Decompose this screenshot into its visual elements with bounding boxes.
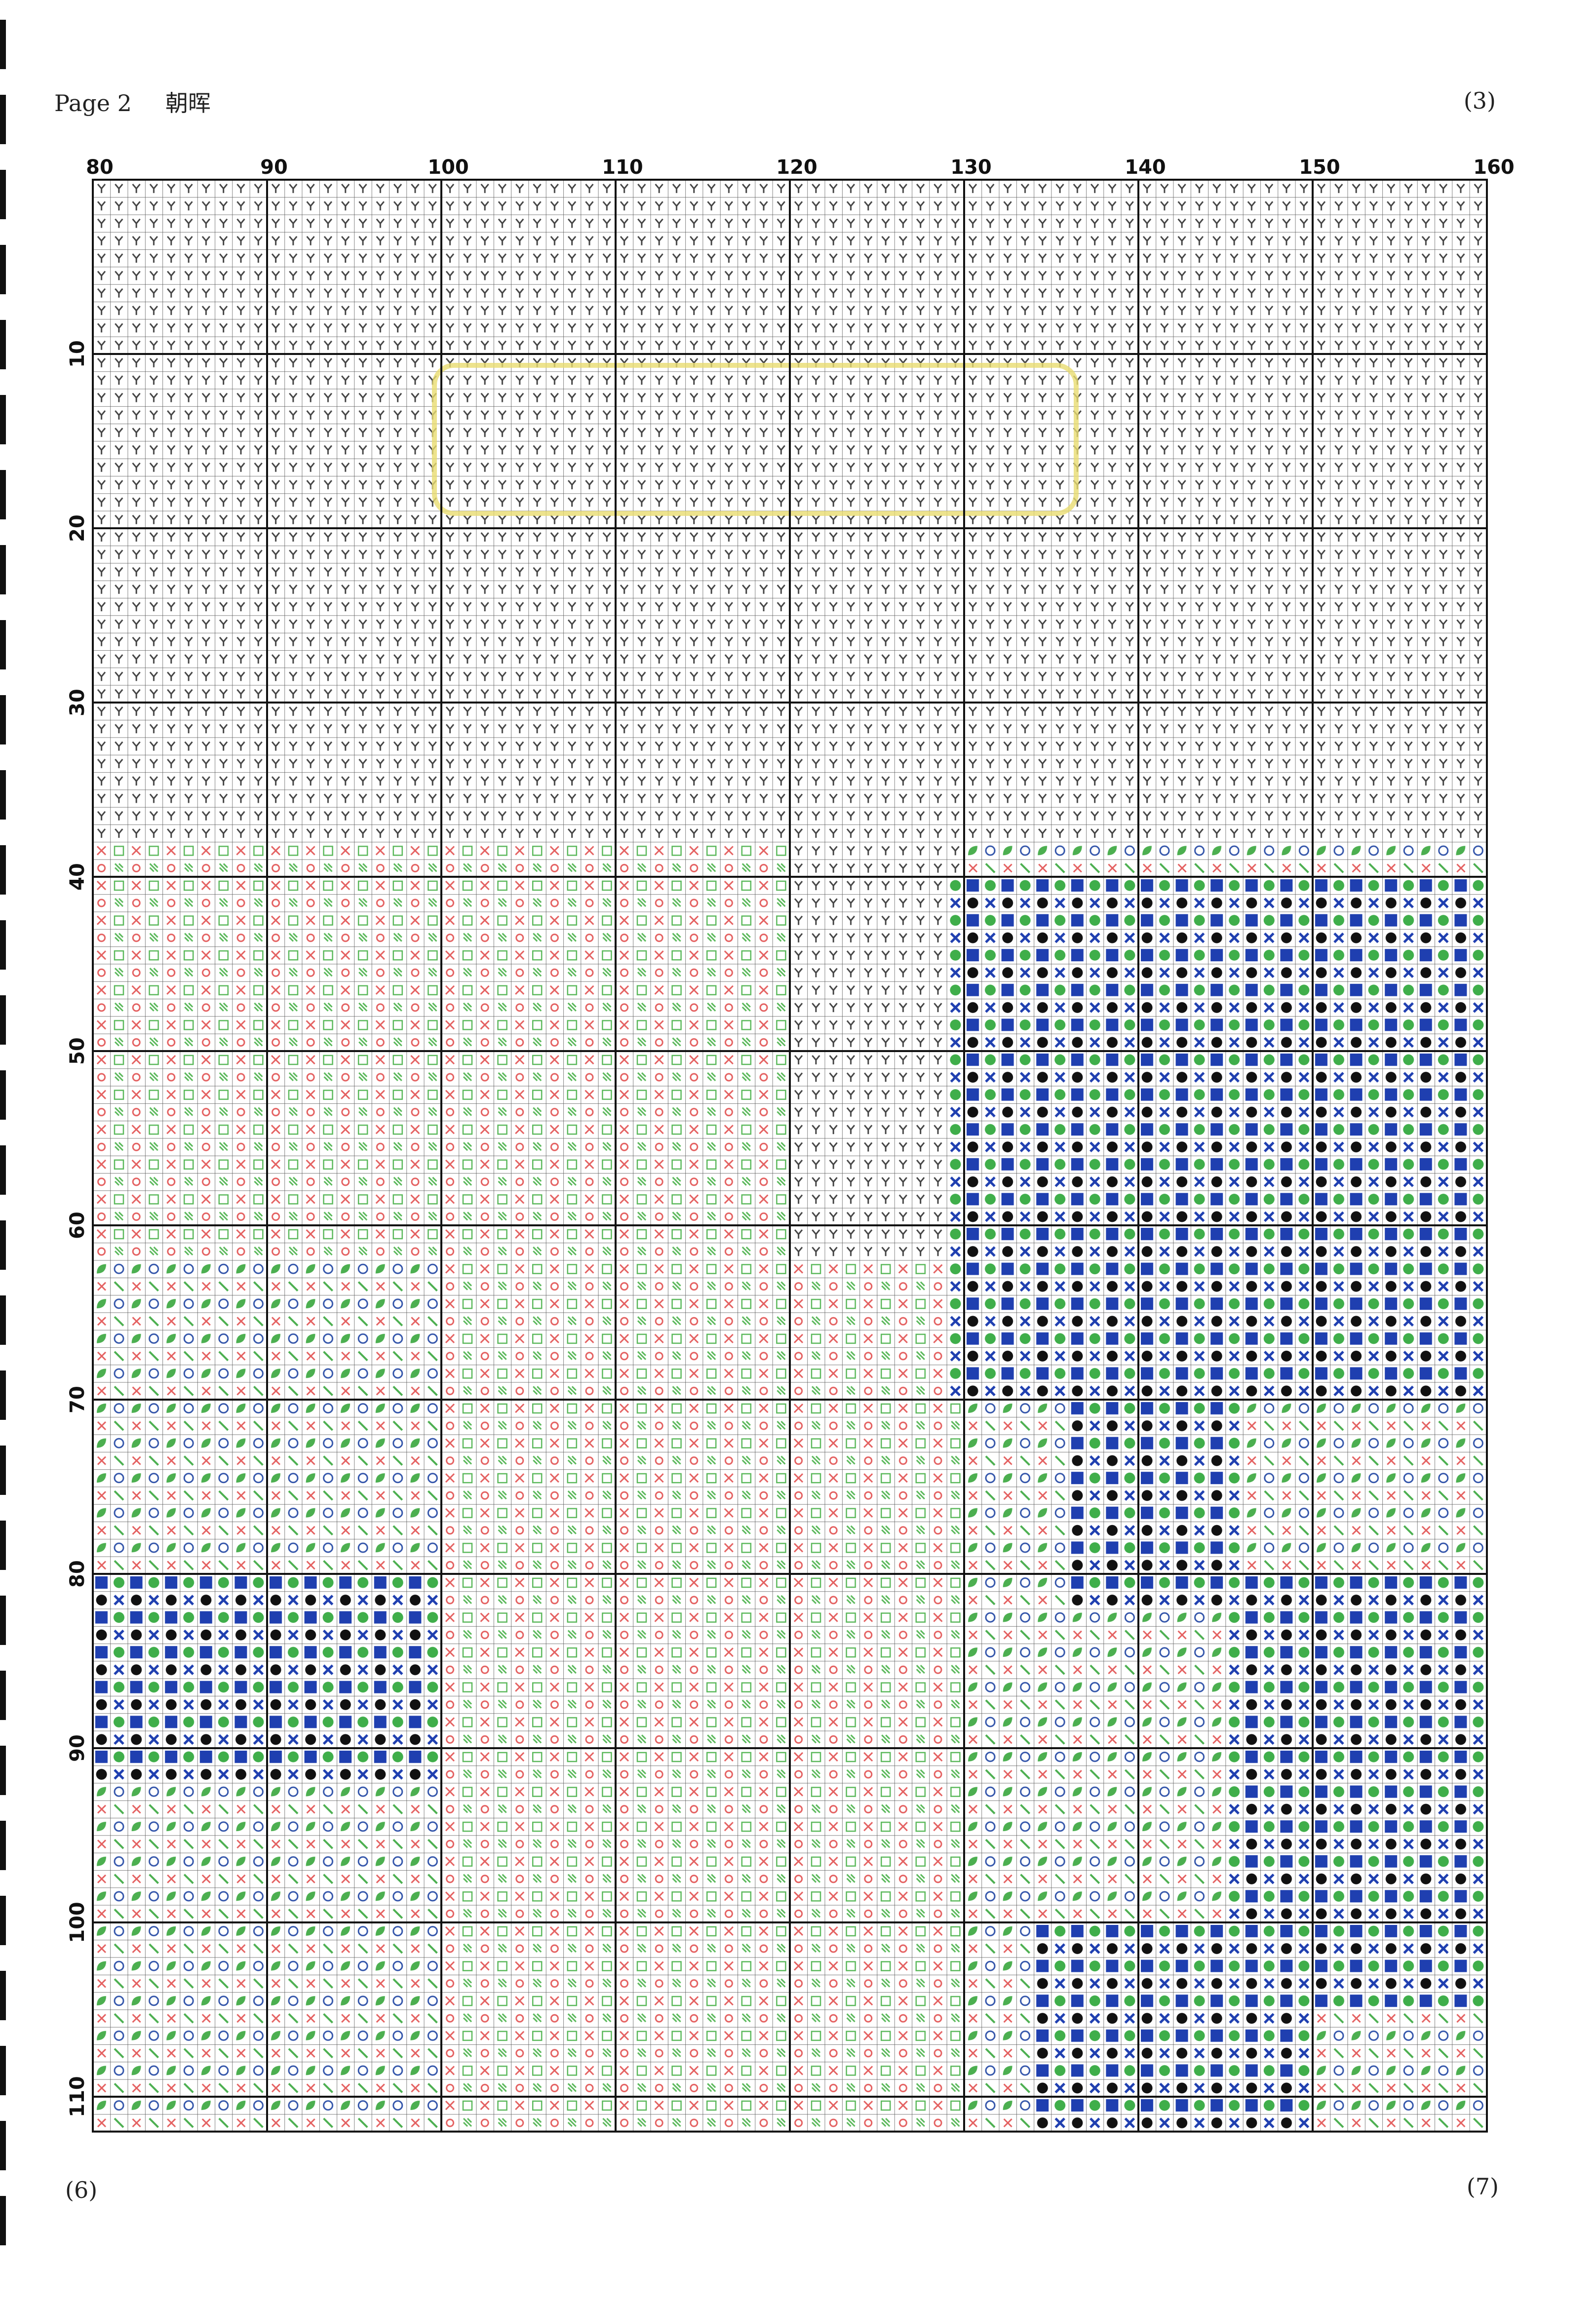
page-number: (3) [1464, 87, 1496, 114]
binding-hole [0, 1971, 6, 2020]
binding-hole [0, 2046, 6, 2095]
binding-hole [0, 2196, 6, 2245]
binding-hole [0, 1896, 6, 1945]
binding-hole [0, 620, 6, 669]
binding-hole [0, 1370, 6, 1420]
binding-hole [0, 545, 6, 594]
stitch-grid [92, 179, 1488, 2133]
binding-hole [0, 1746, 6, 1795]
binding-hole [0, 245, 6, 294]
binding-hole [0, 395, 6, 444]
binding [0, 20, 6, 2245]
binding-hole [0, 320, 6, 369]
binding-hole [0, 470, 6, 519]
footer-left: (6) [65, 2177, 97, 2203]
column-label: 130 [950, 156, 992, 179]
row-label: 40 [66, 863, 89, 891]
column-label: 110 [602, 156, 643, 179]
binding-hole [0, 995, 6, 1045]
page-label: Page 2 [54, 90, 132, 117]
column-label: 150 [1299, 156, 1340, 179]
row-label: 60 [66, 1212, 89, 1239]
binding-hole [0, 1295, 6, 1345]
watermark [432, 363, 1079, 516]
binding-hole [0, 20, 6, 69]
binding-hole [0, 95, 6, 144]
binding-hole [0, 1145, 6, 1195]
row-label: 80 [66, 1560, 89, 1588]
row-label: 20 [66, 514, 89, 542]
row-label: 30 [66, 689, 89, 716]
row-label: 50 [66, 1037, 89, 1065]
binding-hole [0, 1821, 6, 1870]
binding-hole [0, 695, 6, 744]
row-label: 70 [66, 1386, 89, 1413]
footer-right: (7) [1467, 2173, 1499, 2200]
column-label: 140 [1125, 156, 1166, 179]
binding-hole [0, 920, 6, 970]
column-label: 90 [260, 156, 288, 179]
binding-hole [0, 1070, 6, 1120]
binding-hole [0, 170, 6, 219]
column-label: 160 [1473, 156, 1515, 179]
column-label: 80 [86, 156, 114, 179]
binding-hole [0, 845, 6, 895]
column-label: 100 [428, 156, 469, 179]
binding-hole [0, 2121, 6, 2170]
row-label: 90 [66, 1734, 89, 1762]
row-label: 100 [66, 1902, 89, 1943]
binding-hole [0, 1220, 6, 1270]
binding-hole [0, 1671, 6, 1720]
binding-hole [0, 1521, 6, 1570]
binding-hole [0, 1446, 6, 1495]
binding-hole [0, 1596, 6, 1645]
pattern-title: 朝晖 [165, 90, 211, 117]
column-label: 120 [776, 156, 817, 179]
row-label: 110 [66, 2076, 89, 2117]
binding-hole [0, 770, 6, 820]
row-label: 10 [66, 340, 89, 368]
